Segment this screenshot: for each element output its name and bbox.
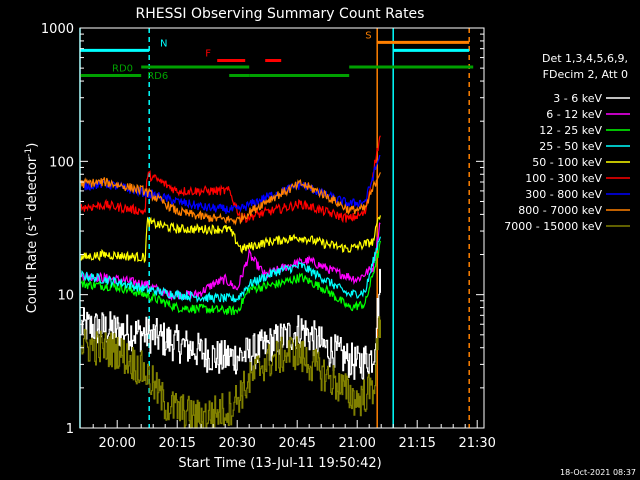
y-axis-label: Count Rate (s-1 detector-1) xyxy=(24,143,40,314)
y-tick-label-1: 10 xyxy=(57,289,74,304)
legend-label-8: 7000 - 15000 keV xyxy=(504,220,602,233)
x-tick-label-6: 21:30 xyxy=(458,436,495,451)
segment-label-rd0: RD0 xyxy=(112,64,133,75)
legend-label-1: 6 - 12 keV xyxy=(546,108,602,121)
series-line-2 xyxy=(80,240,381,316)
x-tick-label-4: 21:00 xyxy=(338,436,375,451)
x-tick-label-1: 20:15 xyxy=(158,436,195,451)
segment-label-rd6: RD6 xyxy=(147,71,168,82)
legend-label-2: 12 - 25 keV xyxy=(539,124,602,137)
axes: 20:00 20:15 20:30 20:45 21:00 21:15 21:30 1 10 10… xyxy=(41,22,496,451)
chart-title: RHESSI Observing Summary Count Rates xyxy=(136,6,425,22)
segment-label-s: S xyxy=(365,30,371,41)
legend-header-line-2: FDecim 2, Att 0 xyxy=(543,68,628,81)
series-line-3 xyxy=(80,236,381,304)
plot-frame xyxy=(79,27,485,429)
series-line-7 xyxy=(80,172,381,226)
series-line-4 xyxy=(80,215,381,264)
y-tick-label-3: 1000 xyxy=(41,22,74,37)
legend-label-0: 3 - 6 keV xyxy=(553,92,602,105)
timestamp: 18-Oct-2021 08:37 xyxy=(560,468,636,477)
segment-label-f: F xyxy=(205,49,211,60)
x-tick-label-2: 20:30 xyxy=(218,436,255,451)
series-line-8 xyxy=(81,316,381,429)
y-tick-label-0: 1 xyxy=(66,422,74,437)
x-tick-label-0: 20:00 xyxy=(98,436,135,451)
legend-label-4: 50 - 100 keV xyxy=(532,156,602,169)
y-tick-label-2: 100 xyxy=(49,155,74,170)
legend: Det 1,3,4,5,6,9, FDecim 2, Att 0 3 - 6 k… xyxy=(504,52,630,233)
segment-label-n: N xyxy=(160,38,167,49)
plot-area: N S F RD0 RD6 xyxy=(79,28,474,429)
series-line-5 xyxy=(80,135,381,224)
x-axis-label: Start Time (13-Jul-11 19:50:42) xyxy=(178,456,381,471)
series-line-0 xyxy=(81,268,381,380)
legend-label-3: 25 - 50 keV xyxy=(539,140,602,153)
legend-label-7: 800 - 7000 keV xyxy=(518,204,602,217)
series-line-1 xyxy=(80,222,381,301)
legend-label-5: 100 - 300 keV xyxy=(525,172,602,185)
x-tick-label-3: 20:45 xyxy=(278,436,315,451)
x-tick-label-5: 21:15 xyxy=(398,436,435,451)
legend-label-6: 300 - 800 keV xyxy=(525,188,602,201)
legend-header-line-1: Det 1,3,4,5,6,9, xyxy=(542,52,628,65)
